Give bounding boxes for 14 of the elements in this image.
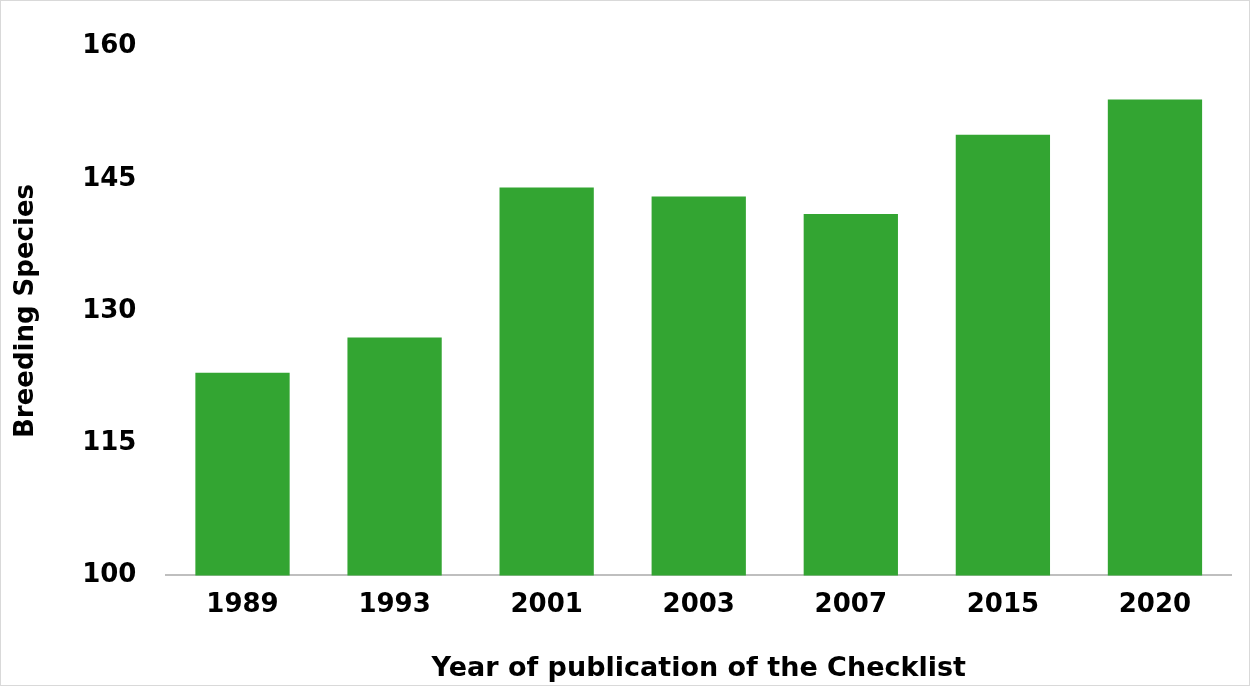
x-tick-label: 2003: [662, 587, 735, 618]
x-tick-label: 1989: [206, 587, 279, 618]
y-tick-label: 145: [82, 161, 137, 192]
x-tick-label: 2015: [966, 587, 1040, 618]
x-tick-label: 2020: [1118, 587, 1192, 618]
y-axis-title: Breeding Species: [9, 183, 40, 439]
x-axis-title: Year of publication of the Checklist: [430, 650, 966, 682]
x-tick-label: 2007: [814, 587, 887, 618]
x-tick-label: 2001: [510, 587, 583, 618]
x-tick-label: 1993: [358, 587, 431, 618]
y-tick-label: 115: [82, 425, 137, 456]
y-tick-label: 100: [82, 558, 137, 589]
y-tick-label: 160: [82, 29, 137, 60]
y-tick-label: 130: [82, 293, 137, 324]
